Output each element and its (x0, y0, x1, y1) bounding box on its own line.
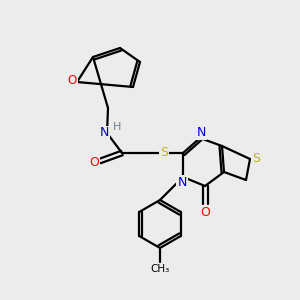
Text: O: O (200, 206, 210, 218)
Text: N: N (177, 176, 187, 188)
Text: CH₃: CH₃ (150, 264, 170, 274)
Text: N: N (99, 127, 109, 140)
Text: O: O (68, 74, 76, 88)
Text: S: S (252, 152, 260, 166)
Text: N: N (196, 125, 206, 139)
Text: S: S (160, 146, 168, 158)
Text: H: H (113, 122, 121, 132)
Text: O: O (89, 155, 99, 169)
